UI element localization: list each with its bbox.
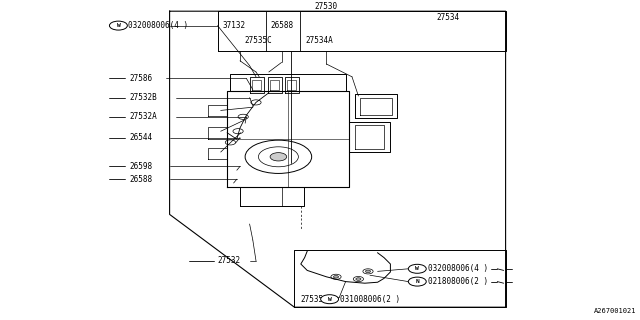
Circle shape — [356, 278, 361, 280]
Text: W: W — [328, 297, 332, 302]
Text: 26588: 26588 — [130, 175, 153, 184]
Text: A267001021: A267001021 — [595, 308, 637, 314]
Circle shape — [333, 276, 339, 278]
Text: 26588: 26588 — [270, 21, 293, 30]
Text: 27532B: 27532B — [130, 93, 157, 102]
Text: 032008006(4 ): 032008006(4 ) — [128, 21, 188, 30]
Text: 27586: 27586 — [130, 74, 153, 83]
Text: W: W — [415, 266, 419, 271]
Text: 27535: 27535 — [301, 295, 324, 304]
Text: 27532A: 27532A — [130, 112, 157, 121]
Text: 032008006(4 ): 032008006(4 ) — [428, 264, 488, 273]
Text: 26544: 26544 — [130, 133, 153, 142]
Circle shape — [408, 264, 426, 273]
Circle shape — [408, 277, 426, 286]
Circle shape — [109, 21, 127, 30]
Text: 021808006(2 ): 021808006(2 ) — [428, 277, 488, 286]
Text: 031008006(2 ): 031008006(2 ) — [340, 295, 400, 304]
Text: 27530: 27530 — [315, 2, 338, 11]
Text: W: W — [116, 23, 120, 28]
Circle shape — [321, 295, 339, 304]
Text: N: N — [415, 279, 419, 284]
Text: 26598: 26598 — [130, 162, 153, 171]
Circle shape — [270, 153, 287, 161]
Text: 27534: 27534 — [436, 13, 460, 22]
Text: 27534A: 27534A — [306, 36, 333, 44]
Text: 27532: 27532 — [218, 256, 241, 265]
Text: 37132: 37132 — [223, 21, 246, 30]
Circle shape — [365, 270, 371, 273]
Text: 27535C: 27535C — [244, 36, 272, 44]
